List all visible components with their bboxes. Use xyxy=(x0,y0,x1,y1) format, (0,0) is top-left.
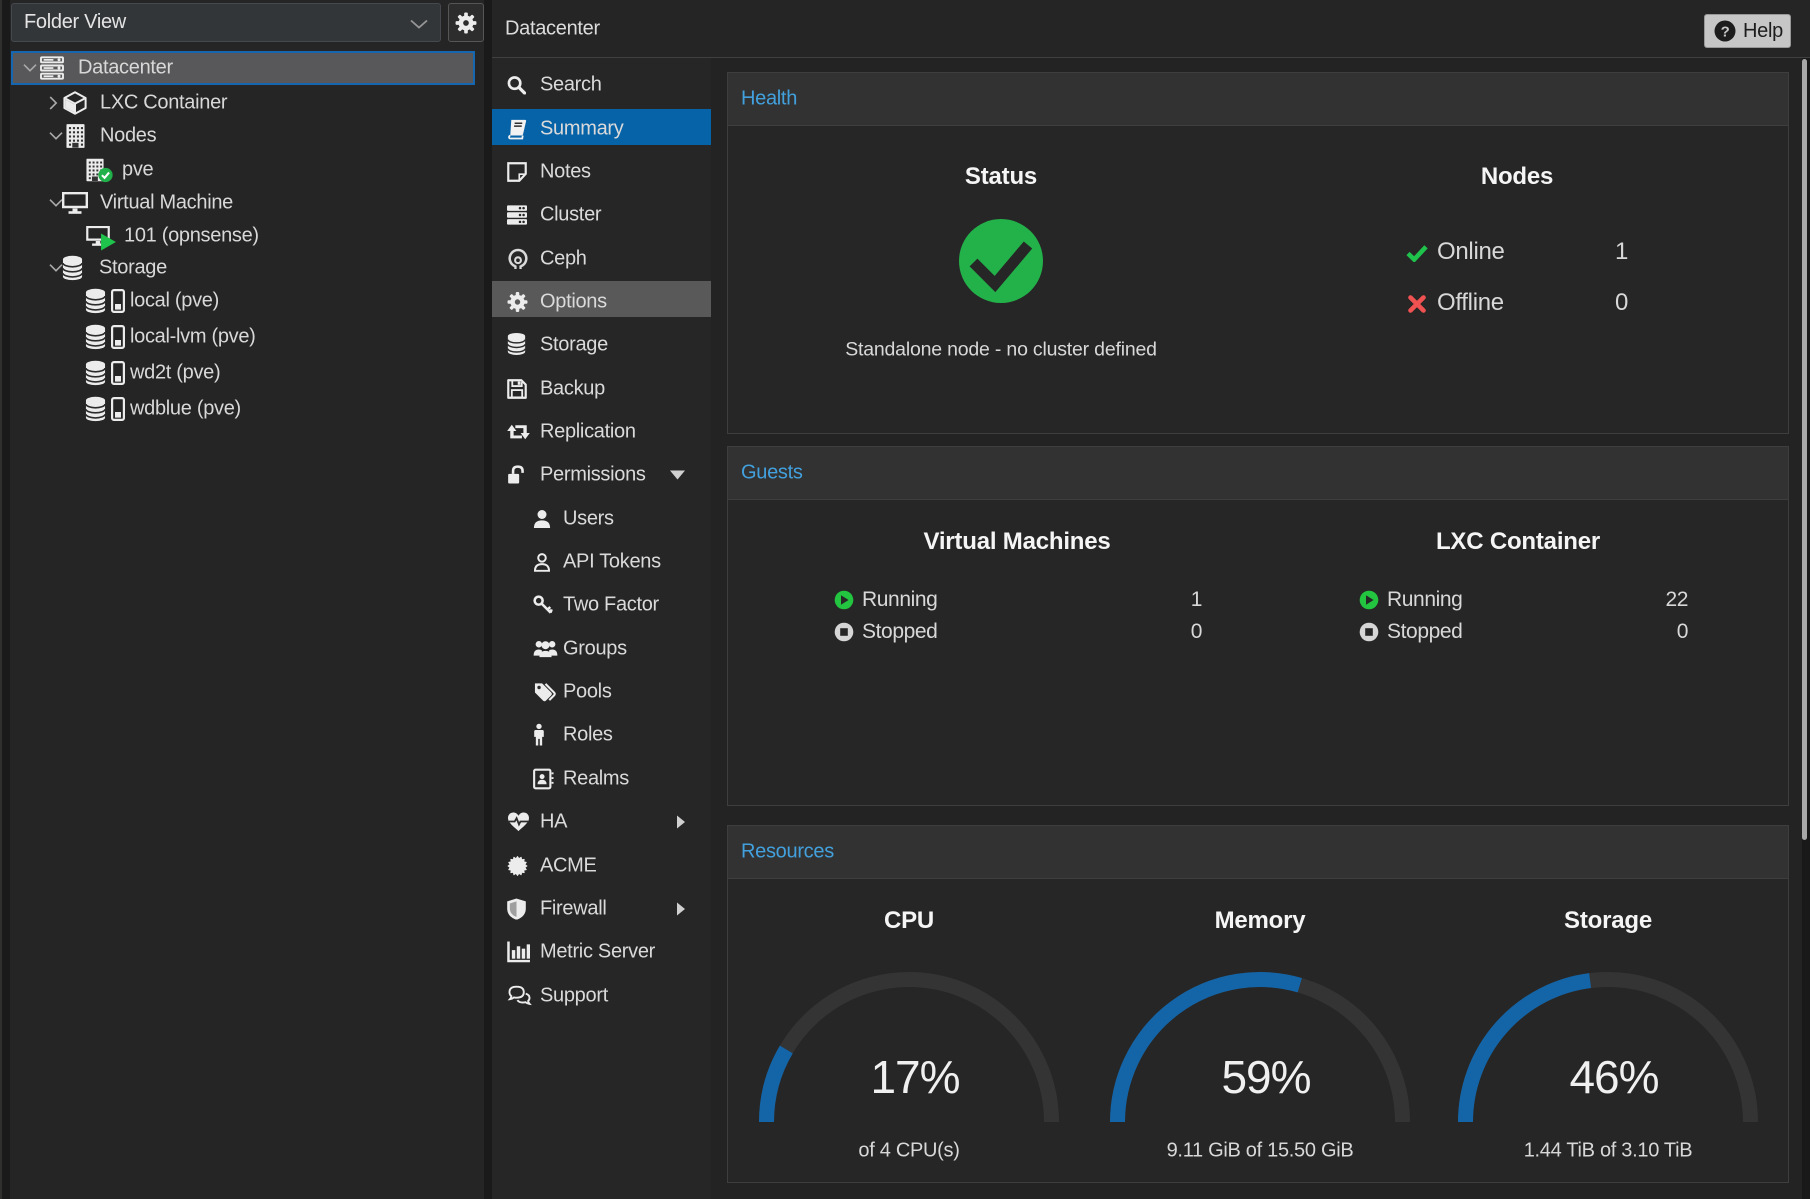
svg-text:?: ? xyxy=(1721,24,1730,41)
